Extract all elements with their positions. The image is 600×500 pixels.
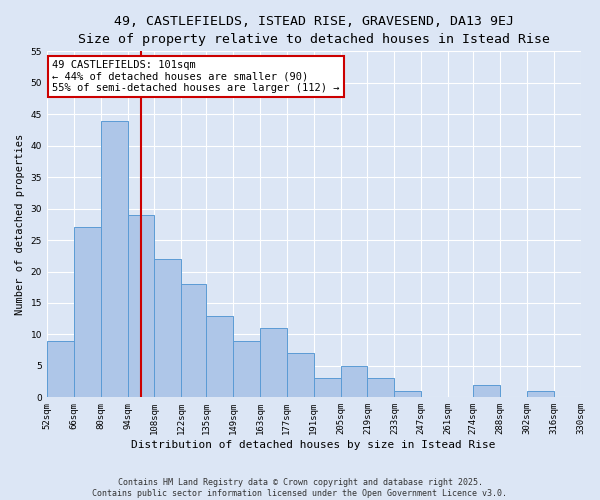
Bar [233,340,260,398]
X-axis label: Distribution of detached houses by size in Istead Rise: Distribution of detached houses by size … [131,440,496,450]
Bar [341,366,367,398]
Bar [206,316,233,398]
Bar [154,259,181,398]
Bar [128,215,154,398]
Text: Contains HM Land Registry data © Crown copyright and database right 2025.
Contai: Contains HM Land Registry data © Crown c… [92,478,508,498]
Text: 49 CASTLEFIELDS: 101sqm
← 44% of detached houses are smaller (90)
55% of semi-de: 49 CASTLEFIELDS: 101sqm ← 44% of detache… [52,60,340,93]
Bar [181,284,206,398]
Y-axis label: Number of detached properties: Number of detached properties [15,134,25,315]
Bar [473,385,500,398]
Bar [287,354,314,398]
Bar [527,391,554,398]
Bar [367,378,394,398]
Title: 49, CASTLEFIELDS, ISTEAD RISE, GRAVESEND, DA13 9EJ
Size of property relative to : 49, CASTLEFIELDS, ISTEAD RISE, GRAVESEND… [78,15,550,46]
Bar [394,391,421,398]
Bar [47,340,74,398]
Bar [101,120,128,398]
Bar [260,328,287,398]
Bar [314,378,341,398]
Bar [74,228,101,398]
